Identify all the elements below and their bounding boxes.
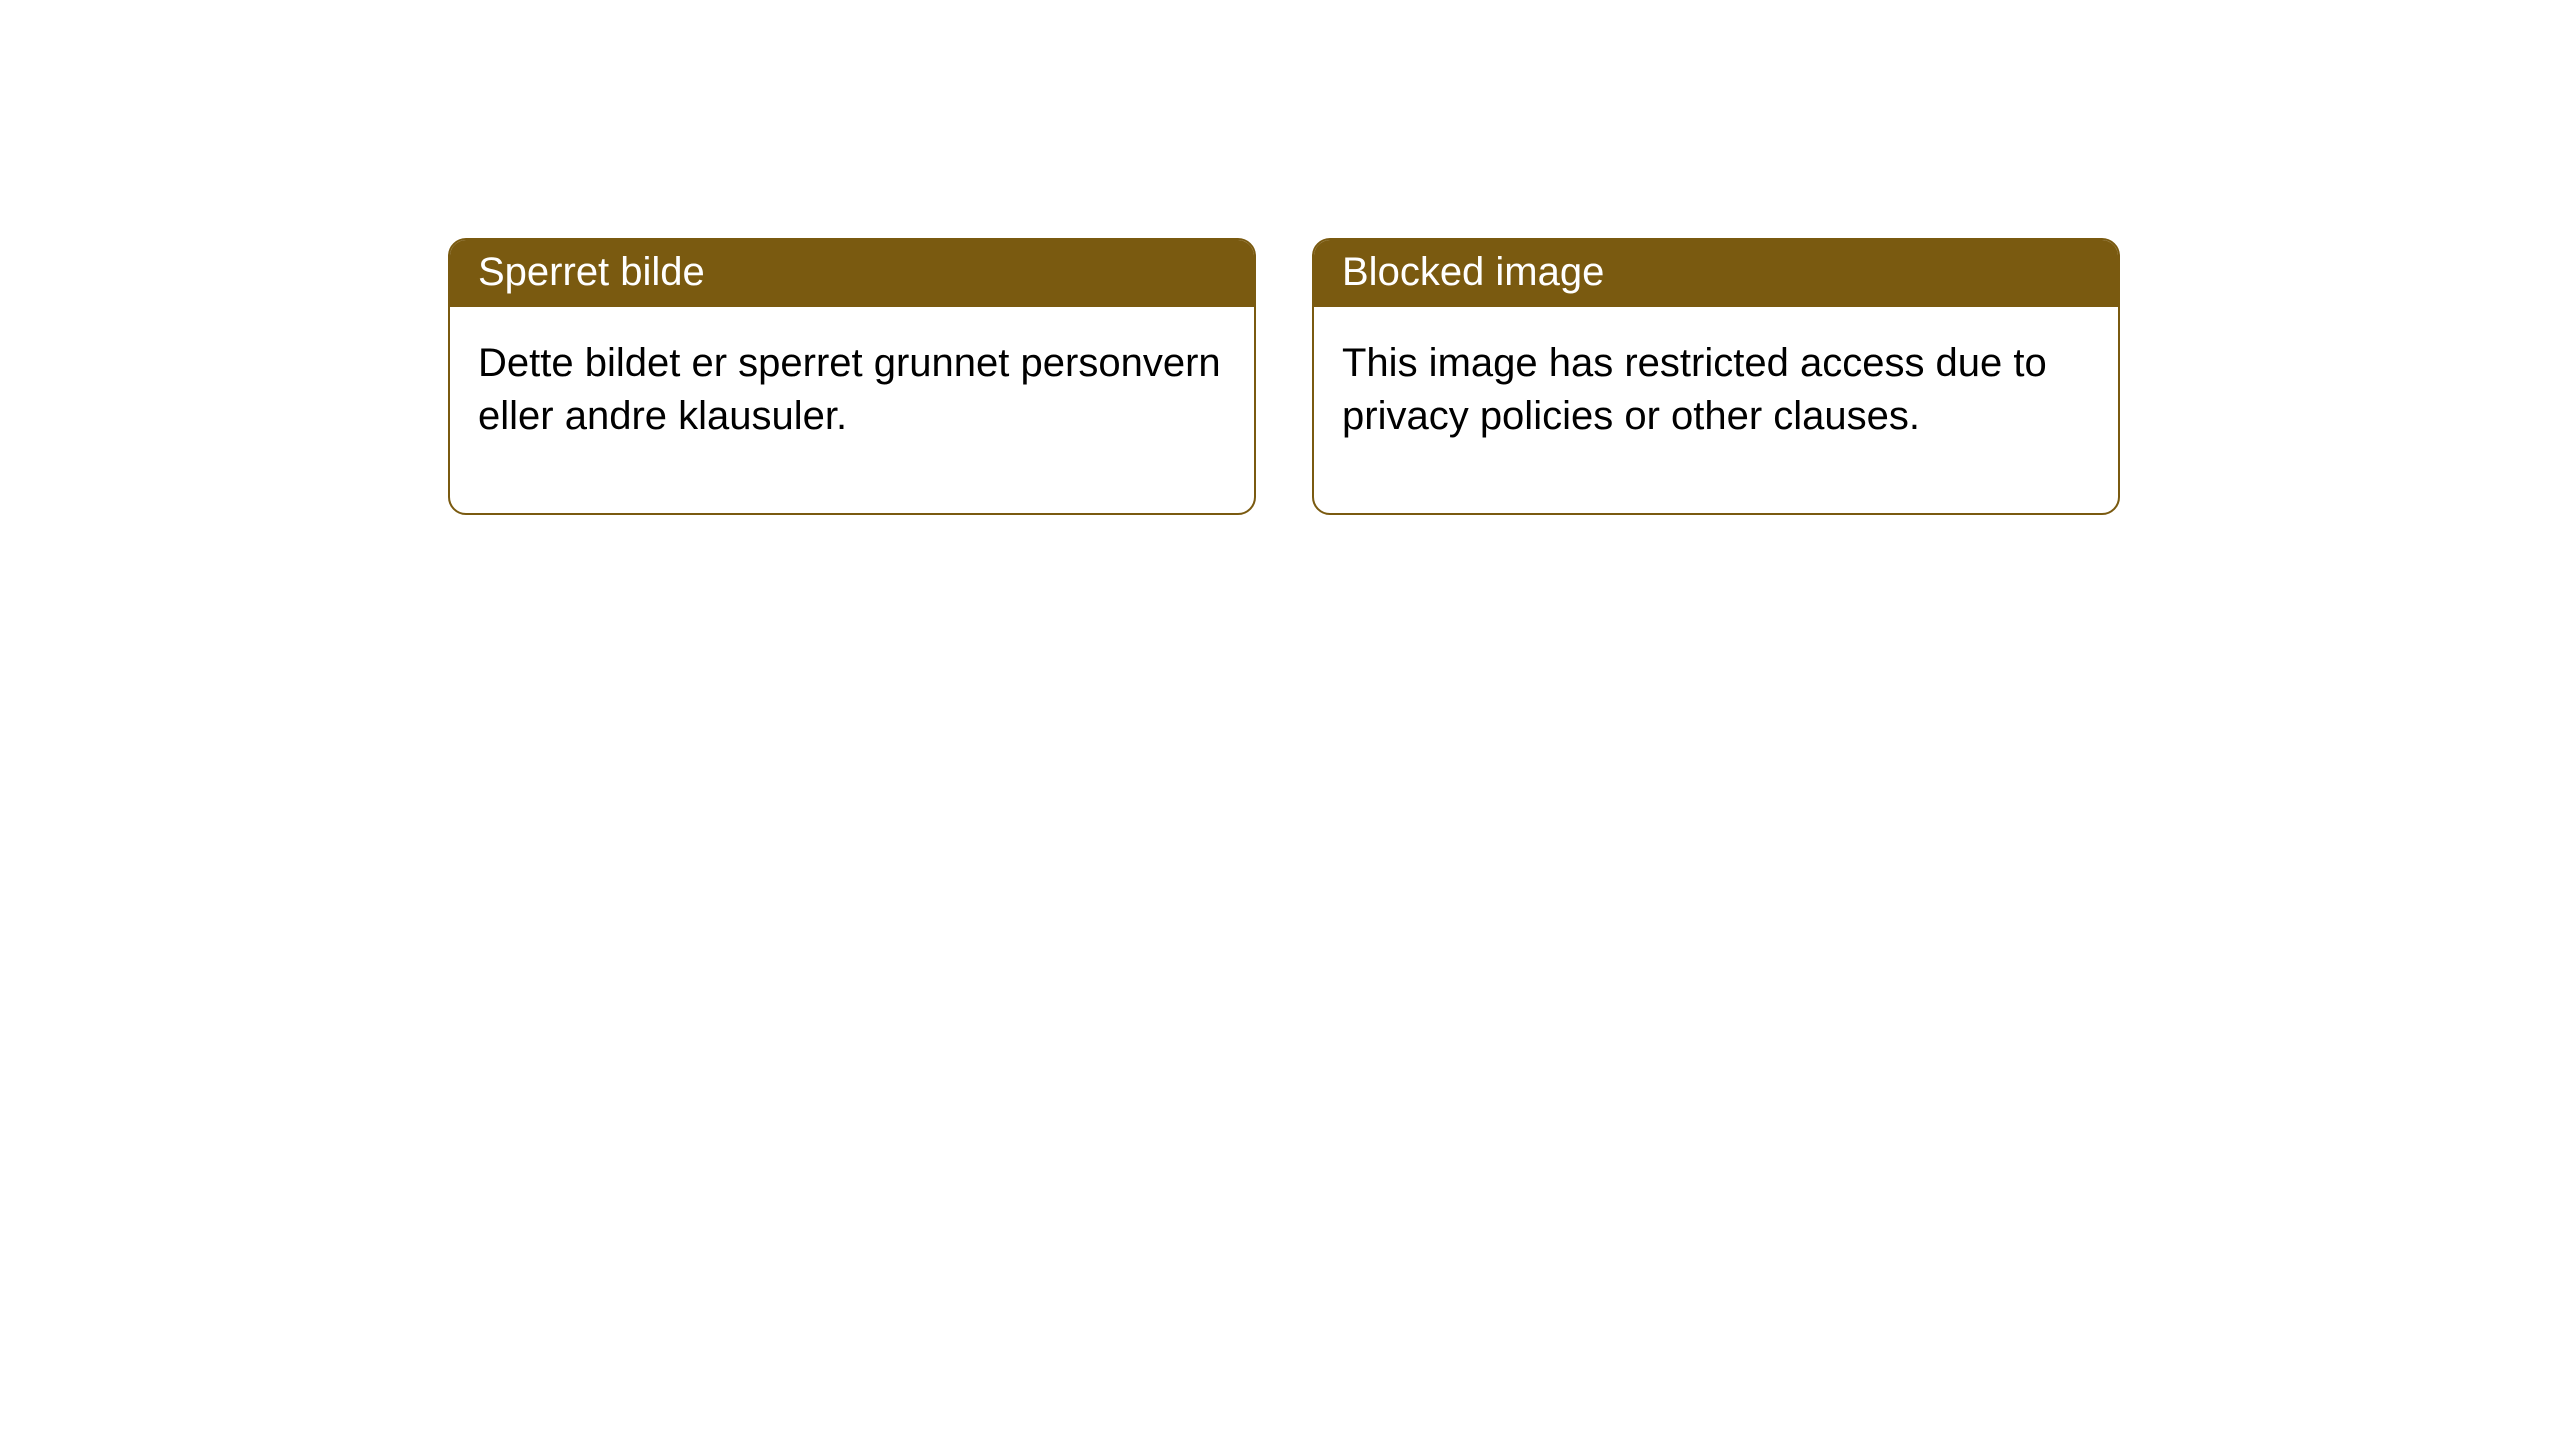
card-body-english: This image has restricted access due to …	[1314, 307, 2118, 513]
card-title-english: Blocked image	[1314, 240, 2118, 307]
card-title-norwegian: Sperret bilde	[450, 240, 1254, 307]
notice-cards-container: Sperret bilde Dette bildet er sperret gr…	[0, 0, 2560, 515]
card-body-norwegian: Dette bildet er sperret grunnet personve…	[450, 307, 1254, 513]
notice-card-norwegian: Sperret bilde Dette bildet er sperret gr…	[448, 238, 1256, 515]
notice-card-english: Blocked image This image has restricted …	[1312, 238, 2120, 515]
